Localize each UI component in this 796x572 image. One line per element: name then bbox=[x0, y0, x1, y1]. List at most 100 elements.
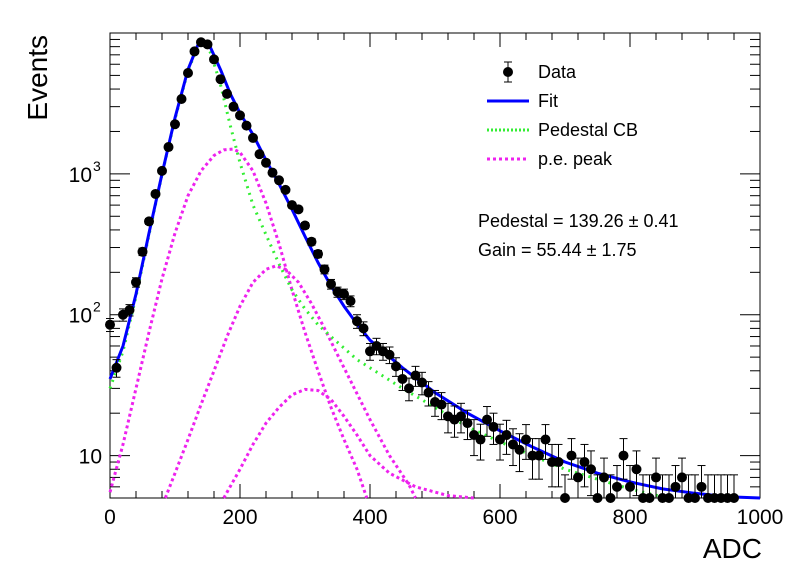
data-point bbox=[189, 46, 200, 57]
data-marker bbox=[651, 472, 661, 483]
data-marker bbox=[677, 472, 687, 483]
data-point bbox=[131, 277, 141, 288]
data-point bbox=[306, 236, 317, 247]
data-marker bbox=[696, 481, 707, 492]
x-axis-title: ADC bbox=[703, 533, 762, 564]
data-marker bbox=[209, 54, 219, 65]
y-tick-label: 10 bbox=[69, 305, 92, 328]
data-point bbox=[462, 409, 473, 441]
data-marker bbox=[267, 167, 278, 178]
data-marker bbox=[534, 450, 544, 461]
data-marker bbox=[456, 411, 466, 422]
data-marker bbox=[579, 457, 590, 468]
data-marker bbox=[618, 450, 629, 461]
data-marker bbox=[306, 236, 317, 247]
data-marker bbox=[254, 149, 265, 160]
data-marker bbox=[540, 434, 551, 445]
data-point bbox=[105, 318, 115, 333]
data-marker bbox=[475, 434, 486, 445]
data-point bbox=[664, 474, 674, 503]
fit-curve bbox=[108, 40, 761, 500]
data-point bbox=[274, 175, 284, 186]
data-marker bbox=[215, 74, 226, 85]
data-marker bbox=[397, 373, 408, 384]
pedestal-cb-curve bbox=[108, 41, 676, 500]
y-axis-title: Events bbox=[22, 35, 53, 121]
data-marker bbox=[566, 450, 577, 461]
data-marker bbox=[690, 493, 700, 503]
data-marker bbox=[313, 248, 323, 259]
data-marker bbox=[599, 472, 609, 483]
data-marker bbox=[131, 277, 141, 288]
data-point bbox=[215, 74, 226, 85]
data-marker bbox=[586, 464, 596, 475]
data-point bbox=[521, 424, 531, 460]
data-point bbox=[111, 359, 122, 378]
legend-label: Fit bbox=[538, 91, 558, 111]
data-point bbox=[124, 304, 135, 317]
plot-frame bbox=[109, 32, 761, 499]
data-point bbox=[625, 465, 635, 498]
data-marker bbox=[222, 88, 232, 99]
data-marker bbox=[274, 175, 284, 186]
data-marker bbox=[664, 493, 674, 503]
x-tick-label: 400 bbox=[352, 506, 387, 529]
data-point bbox=[501, 419, 512, 455]
data-point bbox=[475, 423, 486, 461]
data-marker bbox=[261, 157, 271, 168]
data-point bbox=[384, 346, 395, 365]
data-marker bbox=[625, 481, 635, 492]
data-point bbox=[183, 68, 193, 79]
pe-peak-curve bbox=[108, 147, 369, 499]
axis-ticks bbox=[109, 32, 761, 499]
data-point bbox=[644, 474, 655, 503]
data-marker bbox=[170, 119, 180, 130]
data-marker bbox=[111, 362, 122, 373]
data-marker bbox=[235, 110, 245, 121]
data-point bbox=[248, 132, 258, 143]
data-marker bbox=[248, 132, 258, 143]
x-tick-label: 0 bbox=[104, 506, 116, 529]
legend-marker bbox=[503, 67, 513, 77]
data-point bbox=[729, 474, 739, 503]
data-marker bbox=[391, 361, 401, 372]
data-point bbox=[293, 204, 304, 215]
data-point bbox=[150, 188, 161, 199]
data-point bbox=[696, 465, 707, 498]
data-point bbox=[670, 465, 681, 498]
data-point bbox=[358, 321, 369, 337]
gain-annotation: Gain = 55.44 ± 1.75 bbox=[478, 240, 637, 260]
data-marker bbox=[105, 319, 115, 330]
data-point bbox=[410, 365, 421, 387]
data-point bbox=[202, 39, 213, 50]
data-marker bbox=[241, 120, 252, 131]
data-marker bbox=[352, 316, 362, 327]
data-marker bbox=[592, 493, 603, 503]
data-marker bbox=[326, 279, 336, 290]
data-point bbox=[482, 406, 492, 437]
data-point bbox=[397, 368, 408, 391]
data-point bbox=[514, 433, 525, 473]
data-marker bbox=[553, 457, 564, 468]
data-marker bbox=[612, 481, 622, 492]
y-tick-exponent: 2 bbox=[93, 299, 101, 315]
data-marker bbox=[300, 220, 310, 231]
data-point bbox=[300, 220, 310, 231]
data-point bbox=[137, 246, 148, 257]
data-point bbox=[267, 167, 278, 178]
data-point bbox=[235, 110, 245, 121]
pe-peak-curve bbox=[163, 264, 417, 499]
legend-entry: p.e. peak bbox=[487, 149, 613, 169]
data-point bbox=[690, 474, 700, 503]
data-marker bbox=[417, 377, 427, 388]
data-marker bbox=[228, 101, 239, 112]
data-point bbox=[254, 149, 265, 160]
data-point bbox=[573, 457, 583, 498]
data-marker bbox=[560, 493, 570, 503]
data-point bbox=[345, 295, 356, 308]
data-point bbox=[163, 142, 174, 153]
data-marker bbox=[137, 246, 148, 257]
data-marker bbox=[183, 68, 193, 79]
